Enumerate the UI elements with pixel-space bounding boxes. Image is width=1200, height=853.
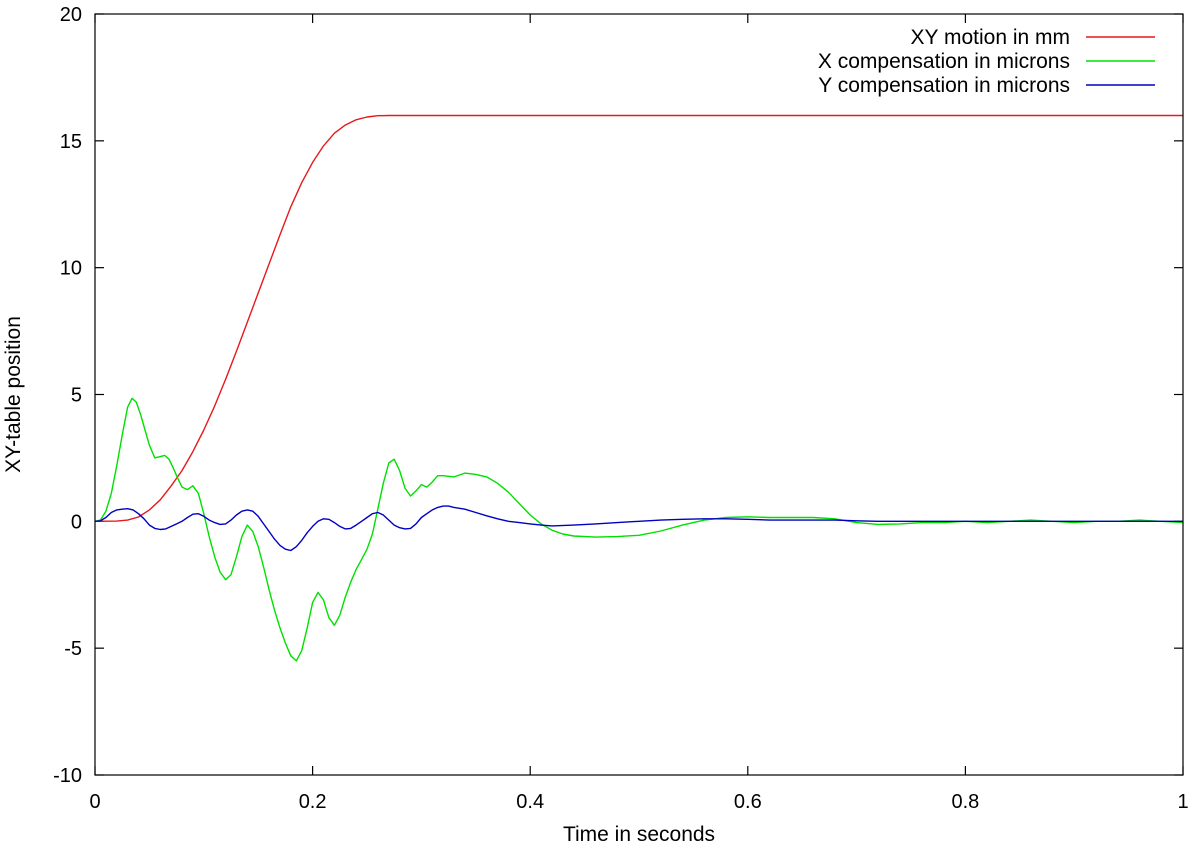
y-tick-label: 10 (60, 258, 82, 280)
series-lines (94, 114, 1184, 662)
y-axis-title: XY-table position (2, 316, 25, 473)
legend-label: X compensation in microns (818, 50, 1070, 73)
legend-label: Y compensation in microns (818, 74, 1070, 97)
x-tick-label: 0.6 (734, 791, 762, 813)
series-line-1 (94, 114, 1183, 522)
y-tick-label: 20 (60, 4, 82, 26)
series-line-3 (94, 505, 1183, 552)
legend: XY motion in mmX compensation in microns… (818, 26, 1155, 97)
x-tick-label: 0.2 (299, 791, 327, 813)
axes: 0 0.2 0.4 0.6 0.8 1 -10 -5 0 5 10 15 20 (53, 4, 1188, 813)
x-tick-label: 0.8 (951, 791, 979, 813)
y-tick-label: 0 (71, 511, 82, 533)
plot-frame (94, 13, 1184, 776)
legend-label: XY motion in mm (911, 26, 1071, 49)
x-axis-title: Time in seconds (563, 823, 715, 846)
y-tick-label: 5 (71, 385, 82, 407)
x-tick-label: 0.4 (516, 791, 544, 813)
x-tick-label: 1 (1177, 791, 1188, 813)
x-tick-label: 0 (89, 791, 100, 813)
y-tick-label: -10 (53, 765, 82, 787)
y-tick-label: -5 (64, 638, 82, 660)
y-tick-label: 15 (60, 131, 82, 153)
series-line-2 (94, 397, 1184, 662)
